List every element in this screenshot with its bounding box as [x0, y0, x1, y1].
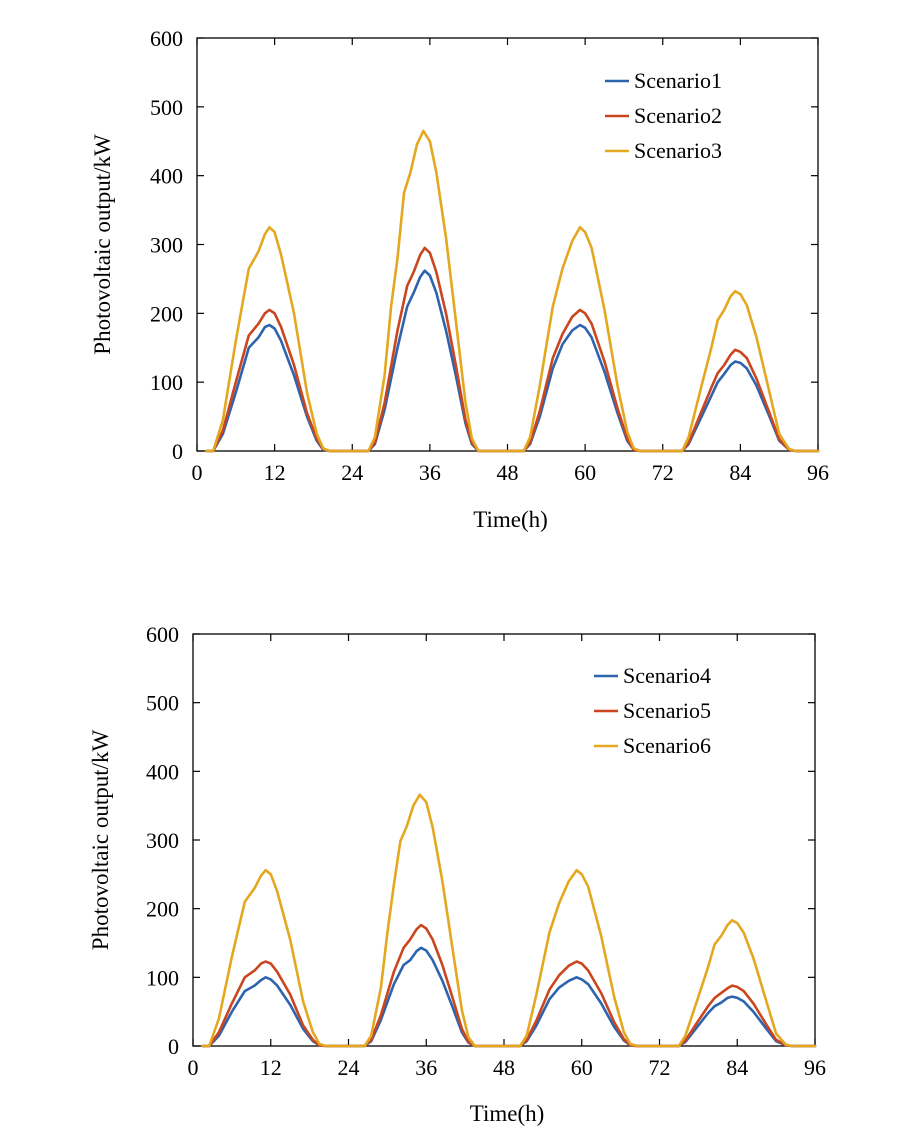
x-tick-label: 72 [649, 1055, 671, 1080]
legend-label: Scenario3 [634, 138, 722, 163]
y-axis-title: Photovoltaic output/kW [88, 730, 113, 951]
y-tick-label: 300 [150, 233, 183, 258]
x-tick-label: 12 [264, 460, 286, 485]
series-line-scenario6 [201, 793, 817, 1048]
legend-label: Scenario2 [634, 103, 722, 128]
x-tick-label: 24 [338, 1055, 360, 1080]
x-tick-label: 12 [260, 1055, 282, 1080]
series-line-scenario5 [201, 923, 817, 1048]
legend-label: Scenario6 [623, 733, 711, 758]
legend-label: Scenario5 [623, 698, 711, 723]
x-tick-label: 84 [729, 460, 751, 485]
x-tick-label: 0 [188, 1055, 199, 1080]
plot-frame [192, 633, 816, 1047]
legend-label: Scenario4 [623, 663, 711, 688]
y-tick-label: 500 [146, 691, 179, 716]
y-tick-label: 100 [146, 965, 179, 990]
x-tick-label: 84 [726, 1055, 748, 1080]
y-tick-label: 600 [146, 622, 179, 647]
plot-frame [196, 37, 819, 452]
y-tick-label: 100 [150, 370, 183, 395]
x-tick-label: 24 [341, 460, 363, 485]
y-tick-label: 600 [150, 26, 183, 51]
y-tick-label: 0 [172, 439, 183, 464]
chart-bottom: 0 12 24 36 48 60 72 84 96 0 100 200 300 400 500 600 Time… [88, 622, 826, 1126]
legend-label: Scenario1 [634, 68, 722, 93]
series-line-scenario2 [205, 246, 820, 453]
x-tick-label: 0 [192, 460, 203, 485]
y-tick-label: 400 [150, 164, 183, 189]
x-tick-label: 48 [497, 460, 519, 485]
x-axis-title: Time(h) [470, 1101, 545, 1126]
series-line-scenario3 [205, 129, 820, 453]
x-tick-label: 60 [574, 460, 596, 485]
x-axis-title: Time(h) [473, 507, 548, 532]
y-tick-label: 200 [146, 897, 179, 922]
x-tick-label: 36 [415, 1055, 437, 1080]
y-tick-label: 300 [146, 828, 179, 853]
x-tick-label: 96 [804, 1055, 826, 1080]
y-axis-title: Photovoltaic output/kW [90, 134, 115, 355]
y-tick-label: 200 [150, 301, 183, 326]
chart-top: 0 12 24 36 48 60 72 84 96 0 100 200 300 400 500 600 Time… [90, 26, 829, 532]
x-tick-label: 48 [493, 1055, 515, 1080]
y-tick-label: 500 [150, 95, 183, 120]
x-tick-label: 96 [807, 460, 829, 485]
x-tick-label: 60 [571, 1055, 593, 1080]
y-tick-label: 0 [168, 1034, 179, 1059]
y-tick-label: 400 [146, 759, 179, 784]
x-tick-label: 72 [652, 460, 674, 485]
x-tick-label: 36 [419, 460, 441, 485]
